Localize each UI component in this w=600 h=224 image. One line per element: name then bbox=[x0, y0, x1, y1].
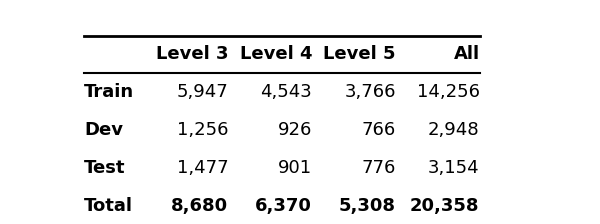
Text: 6,370: 6,370 bbox=[255, 197, 312, 215]
Text: 1,477: 1,477 bbox=[177, 159, 229, 177]
Text: Total: Total bbox=[84, 197, 133, 215]
Text: Level 5: Level 5 bbox=[323, 45, 396, 63]
Text: 1,256: 1,256 bbox=[177, 121, 229, 139]
Text: Level 4: Level 4 bbox=[239, 45, 312, 63]
Text: 20,358: 20,358 bbox=[410, 197, 479, 215]
Text: Train: Train bbox=[84, 83, 134, 101]
Text: 2,948: 2,948 bbox=[428, 121, 479, 139]
Text: 8,680: 8,680 bbox=[172, 197, 229, 215]
Text: Level 3: Level 3 bbox=[156, 45, 229, 63]
Text: 14,256: 14,256 bbox=[416, 83, 479, 101]
Text: 5,308: 5,308 bbox=[339, 197, 396, 215]
Text: Dev: Dev bbox=[84, 121, 124, 139]
Text: 3,766: 3,766 bbox=[344, 83, 396, 101]
Text: 926: 926 bbox=[278, 121, 312, 139]
Text: 5,947: 5,947 bbox=[176, 83, 229, 101]
Text: Test: Test bbox=[84, 159, 126, 177]
Text: 901: 901 bbox=[278, 159, 312, 177]
Text: 4,543: 4,543 bbox=[260, 83, 312, 101]
Text: All: All bbox=[454, 45, 479, 63]
Text: 776: 776 bbox=[361, 159, 396, 177]
Text: 766: 766 bbox=[362, 121, 396, 139]
Text: 3,154: 3,154 bbox=[428, 159, 479, 177]
